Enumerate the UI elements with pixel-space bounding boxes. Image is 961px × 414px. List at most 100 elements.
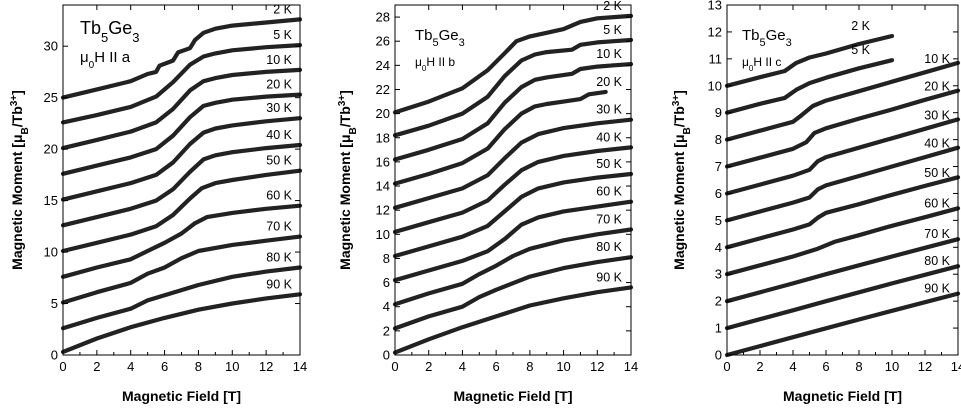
y-tick-label: 4 bbox=[715, 240, 722, 255]
x-tick-label: 4 bbox=[789, 359, 796, 374]
series-line-30k bbox=[392, 117, 634, 210]
material-label: Tb5Ge3 bbox=[742, 27, 792, 49]
field-sub: 0 bbox=[89, 60, 95, 71]
series-line-40k bbox=[392, 145, 634, 234]
series-label: 2 K bbox=[603, 0, 622, 13]
y-tick-label: 6 bbox=[715, 186, 722, 201]
series-line-70k bbox=[60, 234, 303, 305]
y-axis-label-text: Magnetic Moment [μ bbox=[671, 134, 687, 269]
field-sub: 0 bbox=[749, 64, 754, 73]
series-line-30k bbox=[724, 117, 961, 196]
series-label: 60 K bbox=[266, 189, 292, 203]
y-axis-label-text: Magnetic Moment [μ bbox=[9, 134, 25, 269]
material-text: Tb bbox=[415, 27, 433, 44]
y-tick-label: 0 bbox=[51, 348, 58, 363]
y-axis-label-sup: 3+ bbox=[337, 95, 348, 107]
y-tick-label: 4 bbox=[383, 299, 390, 314]
y-axis-label-text: Magnetic Moment [μ bbox=[337, 134, 353, 269]
x-tick-label: 0 bbox=[391, 359, 398, 374]
x-tick-label: 10 bbox=[225, 359, 239, 374]
series-label: 5 K bbox=[851, 43, 870, 57]
y-tick-label: 2 bbox=[383, 323, 390, 338]
y-axis-label-close: ] bbox=[9, 90, 25, 95]
material-text2: Ge bbox=[108, 18, 132, 38]
x-tick-label: 2 bbox=[756, 359, 763, 374]
series-label: 80 K bbox=[924, 254, 950, 268]
chart-panel-2: 90 K 80 K 70 K 60 K 50 K 40 K 30 K 20 K 10 K 5 K 2… bbox=[337, 0, 639, 404]
x-tick-label: 2 bbox=[425, 359, 432, 374]
field-mu: μ bbox=[80, 49, 89, 66]
y-tick-label: 0 bbox=[383, 348, 390, 363]
y-tick-label: 20 bbox=[376, 106, 390, 121]
material-text2: Ge bbox=[766, 27, 786, 44]
series-label: 90 K bbox=[266, 277, 292, 291]
x-tick-label: 6 bbox=[822, 359, 829, 374]
series-label: 40 K bbox=[266, 128, 292, 142]
y-tick-label: 22 bbox=[376, 82, 390, 97]
y-tick-label: 26 bbox=[376, 34, 390, 49]
y-axis-label: Magnetic Moment [μB/Tb3+] bbox=[9, 90, 31, 270]
series-label: 50 K bbox=[596, 157, 622, 171]
y-tick-label: 30 bbox=[44, 39, 58, 54]
series-line-50k bbox=[392, 171, 634, 259]
series-line-5k bbox=[392, 37, 634, 138]
series-line-80k bbox=[60, 265, 303, 331]
y-tick-label: 0 bbox=[715, 348, 722, 363]
y-axis-label-sup: 3+ bbox=[671, 95, 682, 107]
series-line-70k bbox=[392, 227, 634, 307]
field-mu: μ bbox=[742, 55, 749, 69]
x-tick-label: 14 bbox=[951, 359, 961, 374]
y-tick-label: 8 bbox=[715, 132, 722, 147]
y-tick-label: 13 bbox=[708, 0, 722, 13]
series-line-90k bbox=[392, 285, 634, 355]
x-tick-label: 14 bbox=[293, 359, 307, 374]
series-label: 2 K bbox=[273, 2, 292, 16]
material-sub: 5 bbox=[433, 37, 439, 49]
series-line-20k bbox=[392, 89, 608, 186]
y-tick-label: 12 bbox=[376, 203, 390, 218]
material-sub: 5 bbox=[101, 30, 108, 45]
x-tick-label: 6 bbox=[493, 359, 500, 374]
series-line-30k bbox=[60, 116, 303, 202]
y-tick-label: 24 bbox=[376, 58, 390, 73]
series-label: 80 K bbox=[266, 251, 292, 265]
series-label: 30 K bbox=[596, 103, 622, 117]
series-line-80k bbox=[724, 264, 961, 331]
series-label: 60 K bbox=[596, 185, 622, 199]
x-tick-label: 10 bbox=[556, 359, 570, 374]
x-tick-label: 4 bbox=[127, 359, 134, 374]
x-tick-label: 0 bbox=[723, 359, 730, 374]
series-label: 5 K bbox=[273, 28, 292, 42]
y-tick-label: 10 bbox=[44, 245, 58, 260]
field-rest: H II a bbox=[94, 49, 131, 66]
material-sub: 5 bbox=[760, 37, 766, 49]
y-axis-label-text2: /Tb bbox=[337, 106, 353, 127]
y-tick-label: 16 bbox=[376, 154, 390, 169]
series-line-60k bbox=[392, 199, 634, 283]
series-label: 40 K bbox=[924, 137, 950, 151]
series-label: 2 K bbox=[851, 19, 870, 33]
series-line-40k bbox=[724, 145, 961, 223]
series-label: 40 K bbox=[596, 130, 622, 144]
field-direction-label: μ0H II c bbox=[742, 55, 781, 73]
series-label: 10 K bbox=[266, 53, 292, 67]
series-label: 50 K bbox=[924, 166, 950, 180]
y-axis-label: Magnetic Moment [μB/Tb3+] bbox=[337, 90, 359, 270]
y-axis-label-sub: B bbox=[348, 127, 359, 134]
series-label: 20 K bbox=[924, 80, 950, 94]
series-line-90k bbox=[724, 291, 961, 358]
y-tick-label: 7 bbox=[715, 159, 722, 174]
y-axis-label-sub: B bbox=[20, 127, 31, 134]
field-direction-label: μ0H II a bbox=[80, 49, 131, 71]
y-tick-label: 25 bbox=[44, 90, 58, 105]
series-label: 70 K bbox=[596, 212, 622, 226]
field-direction-label: μ0H II b bbox=[415, 55, 455, 73]
series-line-5k bbox=[724, 58, 895, 115]
series-line-5k bbox=[60, 43, 303, 125]
field-mu: μ bbox=[415, 55, 422, 69]
y-tick-label: 11 bbox=[709, 51, 723, 66]
x-tick-label: 12 bbox=[590, 359, 604, 374]
x-tick-label: 12 bbox=[918, 359, 932, 374]
x-tick-label: 10 bbox=[885, 359, 899, 374]
y-tick-label: 3 bbox=[715, 267, 722, 282]
